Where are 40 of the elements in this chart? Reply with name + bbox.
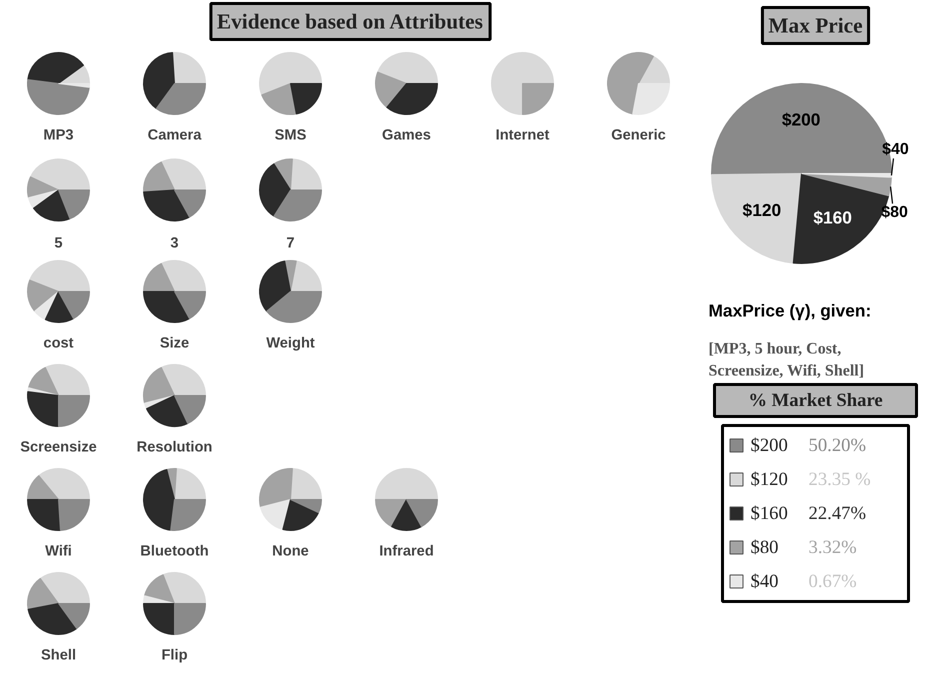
text: 7 [286,236,295,252]
text: Flip [161,648,188,664]
text: 5 [54,236,63,252]
text: Screensize [20,440,97,456]
text: SMS [274,128,307,144]
slice-label: $80 [881,204,908,222]
chart-title: Max Price [768,14,863,38]
legend-label: $40 [750,571,778,592]
legend-label: $200 [750,435,788,456]
text: None [272,544,309,560]
text: cost [43,336,74,352]
text: Wifi [45,544,72,560]
text: [MP3, 5 hour, Cost, Screensize, Wifi, Shell] [708,340,864,380]
data-label: 0.67% [808,571,857,592]
text: Bluetooth [140,544,209,560]
legend-label: $160 [750,503,788,524]
text: Shell [40,648,76,664]
text: MaxPrice (γ), given: [708,300,872,320]
text: Generic [611,128,666,144]
legend-label: $80 [750,537,778,558]
text: Resolution [136,440,212,456]
text: Games [382,128,431,144]
text: Internet [496,128,550,144]
data-label: 22.47% [808,503,866,524]
data-label: 50.20% [808,435,866,456]
legend-label: $120 [750,469,788,490]
data-label: 23.35 % [808,469,871,490]
text: Infrared [379,544,434,560]
slice-label: $120 [742,200,782,220]
text: MP3 [43,128,74,144]
slice-label: $40 [882,140,909,158]
text: Size [160,336,190,352]
legend-title: % Market Share [748,390,883,411]
slice-label: $200 [782,110,820,130]
text: Weight [266,336,315,352]
text: Evidence based on Attributes [216,10,483,34]
text: 3 [170,236,179,252]
slice-label: $160 [813,208,852,228]
text: Camera [148,128,202,144]
data-label: 3.32% [808,537,857,558]
